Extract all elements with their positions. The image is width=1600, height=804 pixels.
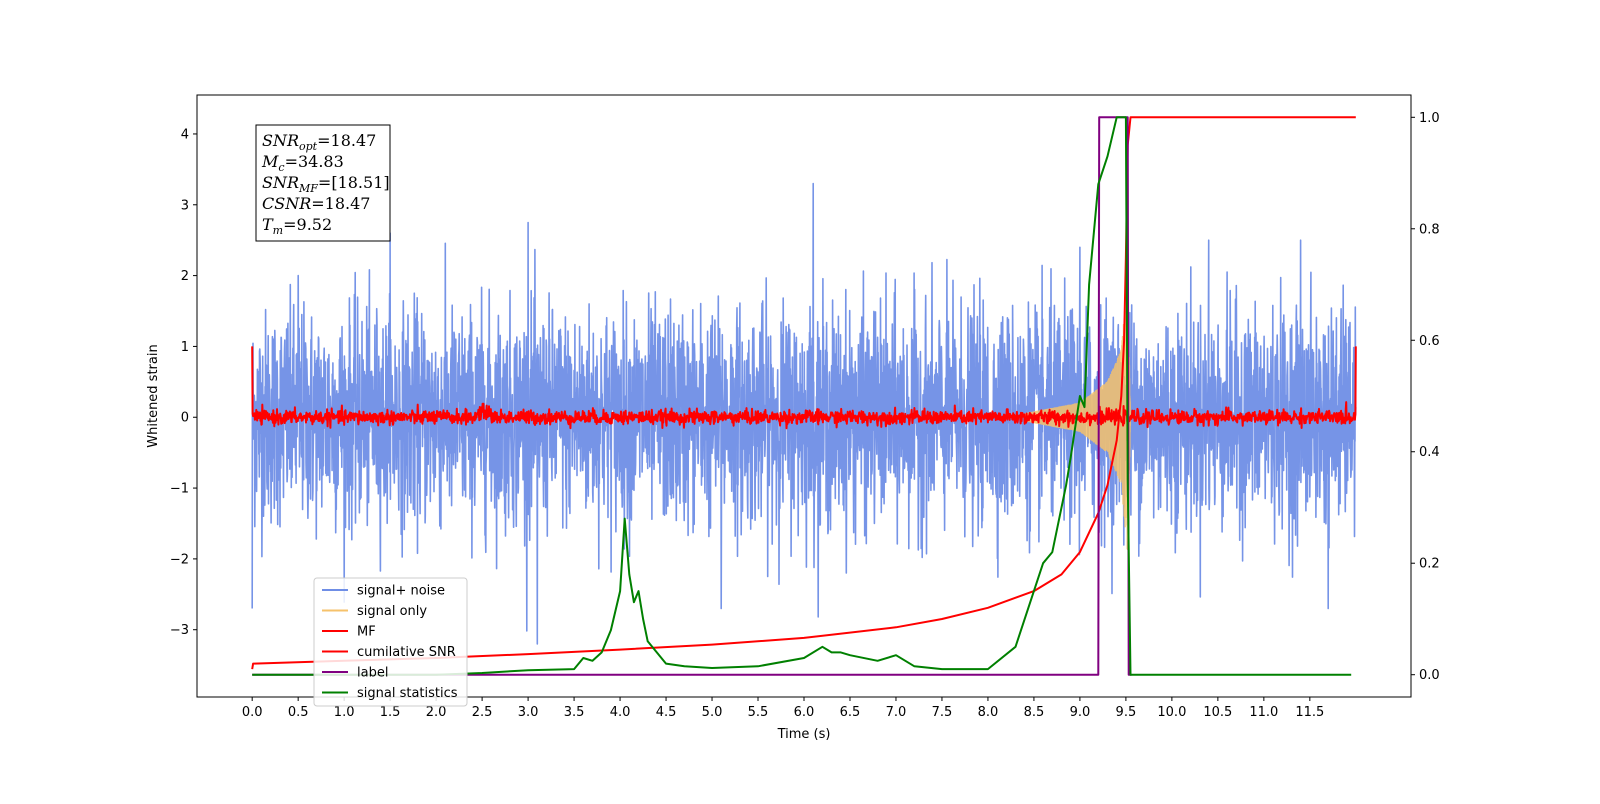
info-symbol: M: [261, 152, 279, 171]
info-line: Mc=34.83: [261, 152, 344, 174]
y-tick-label: −1: [170, 482, 189, 497]
legend-label: signal only: [357, 604, 427, 619]
x-axis-label: Time (s): [777, 727, 831, 742]
x-tick-label: 10.0: [1157, 705, 1186, 720]
y-tick-label: 1: [181, 340, 189, 355]
x-tick-label: 5.0: [702, 705, 723, 720]
info-subscript: opt: [299, 140, 318, 153]
y-tick-label: 0: [181, 411, 189, 426]
x-tick-label: 11.5: [1295, 705, 1324, 720]
series-layer: [251, 116, 1357, 676]
info-box-frame: [255, 124, 391, 242]
x-tick-label: 4.0: [610, 705, 631, 720]
y2-tick-label: 1.0: [1419, 111, 1440, 126]
x-tick-label: 7.5: [932, 705, 953, 720]
info-subscript: c: [278, 161, 284, 174]
x-tick-label: 8.5: [1024, 705, 1045, 720]
y2-tick-label: 0.2: [1419, 557, 1440, 572]
series-mf: [251, 346, 1357, 430]
y2-tick-label: 0.0: [1419, 668, 1440, 683]
legend-label: label: [357, 666, 388, 681]
info-line: SNRMF=[18.51]: [262, 173, 390, 195]
legend-label: MF: [357, 625, 376, 640]
legend-label: cumilative SNR: [357, 645, 456, 660]
x-tick-label: 9.0: [1070, 705, 1091, 720]
legend-label: signal+ noise: [357, 584, 445, 599]
info-symbol: T: [262, 215, 274, 234]
x-tick-label: 8.0: [978, 705, 999, 720]
x-tick-label: 2.0: [426, 705, 447, 720]
legend-frame: [313, 577, 468, 707]
info-symbol: SNR: [262, 131, 299, 150]
legend: signal+ noise signal only MF cumilative SNR…: [313, 577, 468, 707]
y-tick-label: −2: [170, 552, 189, 567]
info-line: CSNR=18.47: [262, 194, 370, 213]
info-line: Tm=9.52: [262, 215, 332, 237]
info-line: SNRopt=18.47: [262, 131, 376, 153]
info-symbol: CSNR: [262, 194, 311, 213]
y-tick-label: 3: [181, 198, 189, 213]
x-tick-label: 3.5: [564, 705, 585, 720]
info-value: =18.47: [317, 131, 376, 150]
y2-tick-label: 0.4: [1419, 445, 1440, 460]
info-value: =[18.51]: [318, 173, 390, 192]
y-axis-label: Whitened strain: [146, 344, 161, 447]
info-value: =34.83: [285, 152, 344, 171]
x-tick-label: 1.0: [334, 705, 355, 720]
info-subscript: m: [273, 224, 283, 237]
y2-tick-label: 0.8: [1419, 222, 1440, 237]
y-tick-label: 4: [181, 127, 189, 142]
x-tick-label: 10.5: [1203, 705, 1232, 720]
series-cumilative-snr: [251, 116, 1356, 670]
x-tick-label: 6.5: [840, 705, 861, 720]
y-axis-left: −3 −2 −1 0 1 2 3 4: [170, 127, 197, 638]
info-value: =18.47: [311, 194, 370, 213]
x-tick-label: 9.5: [1116, 705, 1137, 720]
legend-label: signal statistics: [357, 686, 458, 701]
x-tick-label: 2.5: [472, 705, 493, 720]
x-tick-label: 6.0: [794, 705, 815, 720]
series-label: [252, 116, 1132, 676]
info-symbol: SNR: [262, 173, 299, 192]
info-subscript: MF: [298, 182, 318, 195]
y2-tick-label: 0.6: [1419, 334, 1440, 349]
x-tick-label: 11.0: [1249, 705, 1278, 720]
series-signal-statistics: [252, 116, 1352, 676]
x-tick-label: 0.5: [288, 705, 309, 720]
y-tick-label: −3: [170, 623, 189, 638]
x-tick-label: 3.0: [518, 705, 539, 720]
x-tick-label: 4.5: [656, 705, 677, 720]
y-tick-label: 2: [181, 269, 189, 284]
x-tick-label: 7.0: [886, 705, 907, 720]
x-tick-label: 5.5: [748, 705, 769, 720]
x-axis: 0.0 0.5 1.0 1.5 2.0 2.5 3.0 3.5 4.0 4.5 5.0 5.5 6.0 6…: [242, 697, 1324, 720]
x-tick-label: 0.0: [242, 705, 263, 720]
info-value: =9.52: [283, 215, 332, 234]
y-axis-right: 0.0 0.2 0.4 0.6 0.8 1.0: [1411, 111, 1440, 683]
x-tick-label: 1.5: [380, 705, 401, 720]
info-box: SNRopt=18.47Mc=34.83SNRMF=[18.51]CSNR=18…: [255, 124, 391, 242]
